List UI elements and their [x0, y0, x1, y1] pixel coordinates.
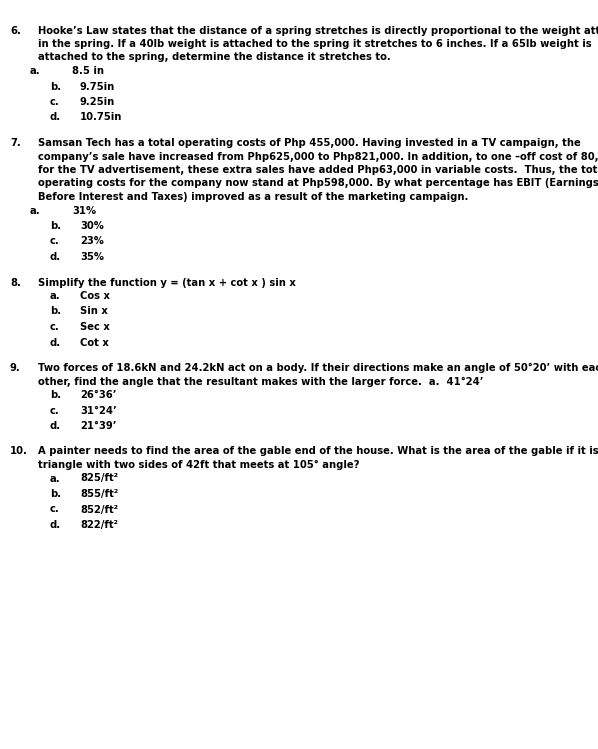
- Text: 8.: 8.: [10, 277, 21, 288]
- Text: Two forces of 18.6kN and 24.2kN act on a body. If their directions make an angle: Two forces of 18.6kN and 24.2kN act on a…: [38, 363, 598, 373]
- Text: 825/ft²: 825/ft²: [80, 473, 118, 484]
- Text: 23%: 23%: [80, 237, 104, 246]
- Text: a.: a.: [30, 66, 41, 76]
- Text: c.: c.: [50, 237, 60, 246]
- Text: Sec x: Sec x: [80, 322, 110, 332]
- Text: 21°39’: 21°39’: [80, 421, 117, 431]
- Text: d.: d.: [50, 252, 61, 262]
- Text: Simplify the function y = (tan x + cot x ) sin x: Simplify the function y = (tan x + cot x…: [38, 277, 296, 288]
- Text: a.: a.: [50, 291, 60, 301]
- Text: d.: d.: [50, 421, 61, 431]
- Text: Cot x: Cot x: [80, 338, 109, 348]
- Text: Before Interest and Taxes) improved as a result of the marketing campaign.: Before Interest and Taxes) improved as a…: [38, 192, 468, 202]
- Text: other, find the angle that the resultant makes with the larger force.  a.  41°24: other, find the angle that the resultant…: [38, 377, 484, 386]
- Text: 35%: 35%: [80, 252, 104, 262]
- Text: c.: c.: [50, 405, 60, 416]
- Text: d.: d.: [50, 112, 61, 123]
- Text: 8.5 in: 8.5 in: [72, 66, 104, 76]
- Text: b.: b.: [50, 489, 61, 499]
- Text: b.: b.: [50, 82, 61, 91]
- Text: Sin x: Sin x: [80, 306, 108, 317]
- Text: 9.: 9.: [10, 363, 21, 373]
- Text: 26°36’: 26°36’: [80, 390, 117, 400]
- Text: c.: c.: [50, 97, 60, 107]
- Text: 822/ft²: 822/ft²: [80, 520, 118, 530]
- Text: a.: a.: [30, 205, 41, 216]
- Text: 10.: 10.: [10, 446, 28, 456]
- Text: 10.75in: 10.75in: [80, 112, 123, 123]
- Text: Samsan Tech has a total operating costs of Php 455,000. Having invested in a TV : Samsan Tech has a total operating costs …: [38, 138, 581, 148]
- Text: A painter needs to find the area of the gable end of the house. What is the area: A painter needs to find the area of the …: [38, 446, 598, 456]
- Text: a.: a.: [50, 473, 60, 484]
- Text: 855/ft²: 855/ft²: [80, 489, 118, 499]
- Text: b.: b.: [50, 390, 61, 400]
- Text: 852/ft²: 852/ft²: [80, 505, 118, 515]
- Text: d.: d.: [50, 338, 61, 348]
- Text: in the spring. If a 40lb weight is attached to the spring it stretches to 6 inch: in the spring. If a 40lb weight is attac…: [38, 39, 591, 49]
- Text: d.: d.: [50, 520, 61, 530]
- Text: b.: b.: [50, 221, 61, 231]
- Text: operating costs for the company now stand at Php598,000. By what percentage has : operating costs for the company now stan…: [38, 178, 598, 189]
- Text: 9.75in: 9.75in: [80, 82, 115, 91]
- Text: Hooke’s Law states that the distance of a spring stretches is directly proportio: Hooke’s Law states that the distance of …: [38, 25, 598, 35]
- Text: 31%: 31%: [72, 205, 96, 216]
- Text: 30%: 30%: [80, 221, 104, 231]
- Text: triangle with two sides of 42ft that meets at 105° angle?: triangle with two sides of 42ft that mee…: [38, 460, 359, 470]
- Text: 31°24’: 31°24’: [80, 405, 117, 416]
- Text: c.: c.: [50, 505, 60, 515]
- Text: c.: c.: [50, 322, 60, 332]
- Text: 6.: 6.: [10, 25, 21, 35]
- Text: 9.25in: 9.25in: [80, 97, 115, 107]
- Text: company’s sale have increased from Php625,000 to Php821,000. In addition, to one: company’s sale have increased from Php62…: [38, 151, 598, 162]
- Text: for the TV advertisement, these extra sales have added Php63,000 in variable cos: for the TV advertisement, these extra sa…: [38, 165, 598, 175]
- Text: 7.: 7.: [10, 138, 21, 148]
- Text: attached to the spring, determine the distance it stretches to.: attached to the spring, determine the di…: [38, 52, 390, 62]
- Text: Cos x: Cos x: [80, 291, 110, 301]
- Text: b.: b.: [50, 306, 61, 317]
